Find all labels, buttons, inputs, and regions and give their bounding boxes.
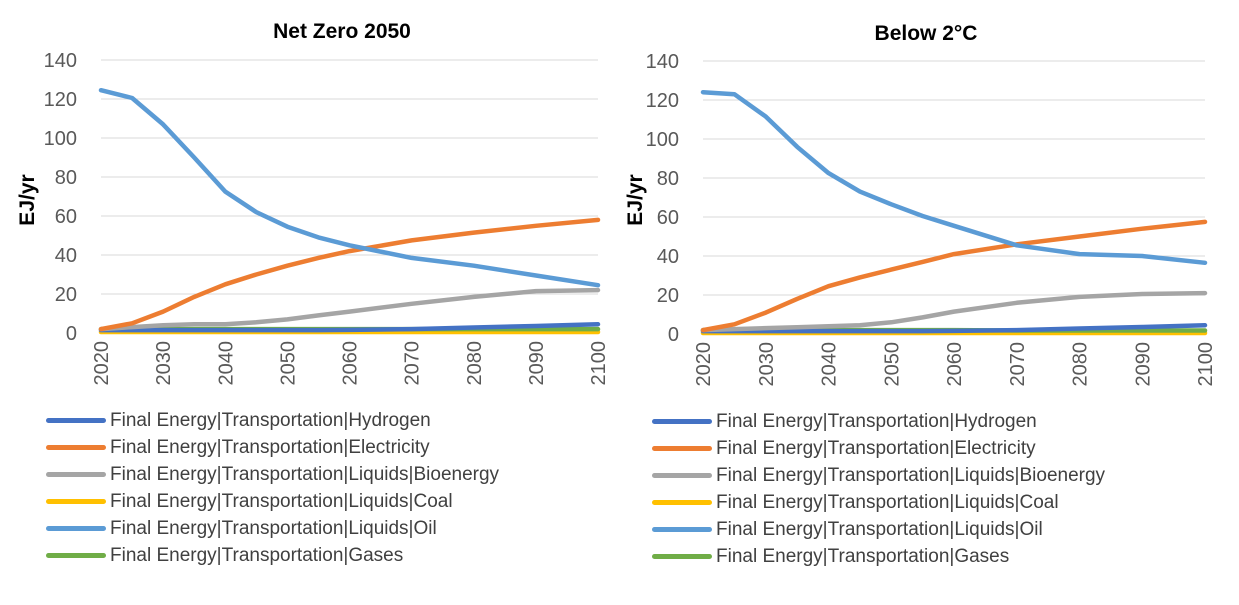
legend-swatch (46, 526, 106, 531)
legend-label: Final Energy|Transportation|Gases (716, 545, 1010, 567)
y-tick-label: 80 (55, 167, 77, 189)
chart-title: Below 2°C (875, 22, 978, 45)
y-tick-label: 40 (657, 246, 679, 268)
x-tick-label: 2050 (881, 342, 903, 387)
legend-swatch (652, 527, 712, 532)
legend-item-bioenergy: Final Energy|Transportation|Liquids|Bioe… (46, 461, 499, 488)
x-tick-label: 2090 (526, 341, 548, 386)
y-tick-label: 60 (657, 207, 679, 229)
legend-swatch (46, 445, 106, 450)
y-ticks: 0 20 40 60 80 100 120 140 (44, 50, 77, 345)
x-tick-label: 2080 (464, 341, 486, 386)
y-ticks: 0 20 40 60 80 100 120 140 (646, 51, 679, 346)
legend-label: Final Energy|Transportation|Electricity (110, 436, 430, 458)
legend-item-hydrogen: Final Energy|Transportation|Hydrogen (46, 407, 499, 434)
legend-swatch (652, 554, 712, 559)
series-line (700, 290, 1208, 333)
x-tick-label: 2080 (1070, 342, 1092, 387)
y-axis-label: EJ/yr (624, 174, 647, 225)
x-tick-label: 2040 (819, 342, 841, 387)
legend-swatch (652, 500, 712, 505)
y-axis-label: EJ/yr (16, 174, 39, 225)
legend-item-hydrogen: Final Energy|Transportation|Hydrogen (652, 408, 1105, 435)
legend-swatch (652, 446, 712, 451)
y-tick-label: 140 (44, 50, 77, 72)
legend-item-gases: Final Energy|Transportation|Gases (652, 543, 1105, 570)
legend-item-gases: Final Energy|Transportation|Gases (46, 542, 499, 569)
x-tick-label: 2020 (91, 341, 113, 386)
chart-below-2c: Below 2°C EJ/yr 0 20 40 60 80 100 120 140 2020 2… (615, 0, 1239, 605)
legend-label: Final Energy|Transportation|Liquids|Coal (110, 490, 453, 512)
x-tick-label: 2050 (277, 341, 299, 386)
x-tick-label: 2100 (1195, 342, 1217, 387)
series-line (98, 217, 601, 332)
x-tick-label: 2070 (1007, 342, 1029, 387)
legend-label: Final Energy|Transportation|Liquids|Bioe… (110, 463, 500, 485)
x-ticks: 2020 2030 2040 2050 2060 2070 2080 2090 2100 (91, 341, 610, 386)
legend-item-coal: Final Energy|Transportation|Liquids|Coal (46, 488, 499, 515)
series-line (98, 321, 601, 333)
legend-swatch (652, 473, 712, 478)
y-tick-label: 140 (646, 51, 679, 73)
x-tick-label: 2060 (340, 341, 362, 386)
y-tick-label: 0 (668, 324, 679, 346)
legend-item-oil: Final Energy|Transportation|Liquids|Oil (652, 516, 1105, 543)
grid (101, 59, 598, 334)
series-line (98, 87, 601, 288)
series-line (700, 89, 1208, 266)
legend-label: Final Energy|Transportation|Hydrogen (716, 410, 1037, 432)
series-lines (700, 89, 1208, 336)
x-tick-label: 2030 (756, 342, 778, 387)
legend-label: Final Energy|Transportation|Hydrogen (110, 409, 431, 431)
y-tick-label: 60 (55, 206, 77, 228)
x-tick-label: 2090 (1132, 342, 1154, 387)
x-tick-label: 2030 (153, 341, 175, 386)
legend-item-oil: Final Energy|Transportation|Liquids|Oil (46, 515, 499, 542)
legend-label: Final Energy|Transportation|Liquids|Bioe… (716, 464, 1106, 486)
y-tick-label: 20 (657, 285, 679, 307)
legend-label: Final Energy|Transportation|Liquids|Coal (716, 491, 1059, 513)
series-line (700, 322, 1208, 334)
y-tick-label: 120 (646, 90, 679, 112)
legend-swatch (46, 553, 106, 558)
y-tick-label: 20 (55, 284, 77, 306)
legend-swatch (46, 418, 106, 423)
x-tick-label: 2060 (944, 342, 966, 387)
x-tick-label: 2040 (215, 341, 237, 386)
legend: Final Energy|Transportation|Hydrogen Fin… (46, 407, 499, 569)
y-tick-label: 100 (44, 128, 77, 150)
legend-item-electricity: Final Energy|Transportation|Electricity (46, 434, 499, 461)
legend-label: Final Energy|Transportation|Electricity (716, 437, 1036, 459)
series-line (98, 287, 601, 332)
legend-label: Final Energy|Transportation|Liquids|Oil (110, 517, 437, 539)
legend-label: Final Energy|Transportation|Gases (110, 544, 404, 566)
legend-label: Final Energy|Transportation|Liquids|Oil (716, 518, 1043, 540)
y-tick-label: 0 (66, 323, 77, 345)
x-ticks: 2020 2030 2040 2050 2060 2070 2080 2090 2100 (693, 342, 1217, 387)
chart-title: Net Zero 2050 (273, 20, 411, 43)
legend-item-electricity: Final Energy|Transportation|Electricity (652, 435, 1105, 462)
y-tick-label: 80 (657, 168, 679, 190)
legend-swatch (46, 499, 106, 504)
x-tick-label: 2100 (588, 341, 610, 386)
series-lines (98, 87, 601, 335)
y-tick-label: 40 (55, 245, 77, 267)
y-tick-label: 100 (646, 129, 679, 151)
legend: Final Energy|Transportation|Hydrogen Fin… (652, 408, 1105, 570)
series-line (700, 219, 1208, 333)
y-tick-label: 120 (44, 89, 77, 111)
chart-net-zero-2050: Net Zero 2050 EJ/yr 0 20 40 60 80 100 120 140 2… (0, 0, 615, 605)
x-tick-label: 2020 (693, 342, 715, 387)
legend-swatch (652, 419, 712, 424)
legend-swatch (46, 472, 106, 477)
legend-item-bioenergy: Final Energy|Transportation|Liquids|Bioe… (652, 462, 1105, 489)
x-tick-label: 2070 (402, 341, 424, 386)
legend-item-coal: Final Energy|Transportation|Liquids|Coal (652, 489, 1105, 516)
